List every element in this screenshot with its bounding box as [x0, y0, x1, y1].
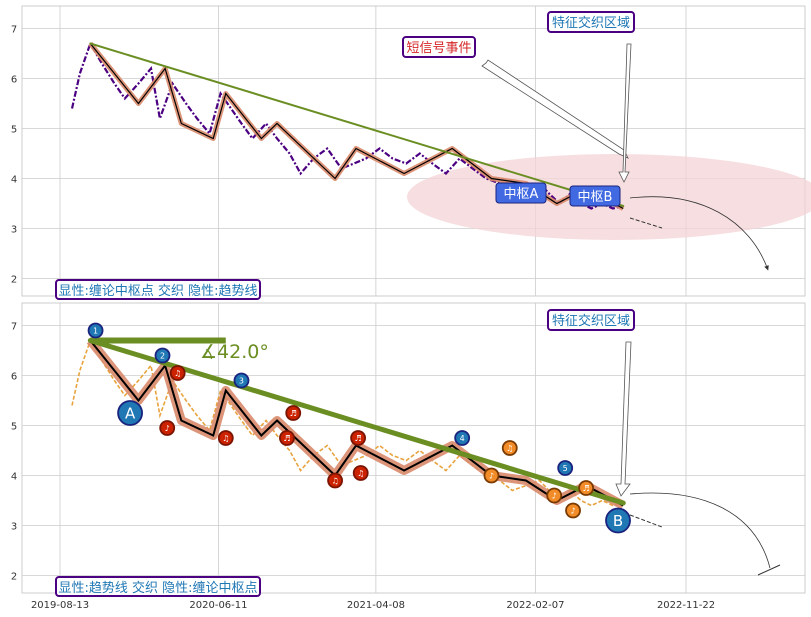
bottom-legend-text: 显性:趋势线 交织 隐性:缠论中枢点	[58, 580, 257, 596]
marker-red-8	[169, 365, 186, 381]
marker-label-5: A	[125, 404, 136, 422]
top-y-tick-3: 3	[11, 225, 17, 236]
marker-red-13	[350, 430, 366, 446]
signal-arrow	[481, 59, 629, 159]
marker-label-17: ♪	[552, 491, 557, 500]
forecast-arc-top	[629, 196, 769, 271]
forecast-arc-bottom	[629, 492, 771, 569]
marker-label-15: ♪	[489, 471, 494, 480]
top-legend-box: 显性:缠论中枢点 交织 隐性:趋势线	[55, 279, 261, 300]
dash-tail-top	[629, 217, 663, 229]
marker-label-14: ♫	[357, 469, 364, 478]
marker-label-9: ♫	[222, 434, 229, 443]
marker-red-7	[159, 420, 176, 436]
marker-num-3	[454, 430, 471, 446]
marker-label-19: ♬	[583, 484, 590, 493]
top-y-tick-6: 6	[11, 75, 17, 86]
pivot-b-label: 中枢B	[569, 185, 621, 207]
top-y-tick-7: 7	[11, 25, 17, 36]
bottom-markers: 1 2 3 4 5 A B ♪ ♫ ♫ ♬ ♬ ♫ ♬ ♫ ♪ ♫ ♪ ♪ ♬	[87, 322, 631, 534]
top-y-tick-2: 2	[11, 275, 17, 286]
marker-label-0: 1	[93, 326, 98, 335]
pivot-a-text: 中枢A	[504, 187, 539, 202]
x-tick-3: 2022-02-07	[506, 600, 564, 611]
top-y-tick-5: 5	[11, 125, 17, 136]
bottom-plot-frame	[21, 302, 806, 594]
marker-label-11: ♬	[290, 409, 297, 418]
marker-label-13: ♬	[355, 434, 362, 443]
feature-interweave-label-top: 特征交织区域	[547, 11, 635, 33]
bottom-y-tick-2: 2	[11, 572, 17, 583]
marker-label-16: ♫	[506, 444, 513, 453]
interweave-arrow-top	[618, 43, 632, 183]
marker-label-1: 2	[160, 351, 165, 360]
marker-num-0	[87, 322, 104, 339]
bottom-y-tick-3: 3	[11, 522, 17, 533]
marker-orange-19	[578, 480, 595, 496]
bottom-gridlines	[22, 303, 805, 593]
x-tick-labels: 2019-08-13 2020-06-11 2021-04-08 2022-02-07…	[31, 600, 715, 611]
marker-label-8: ♫	[174, 369, 181, 378]
marker-orange-18	[565, 502, 581, 519]
marker-label-18: ♪	[570, 506, 575, 515]
marker-label-10: ♬	[283, 434, 290, 443]
x-tick-1: 2020-06-11	[189, 600, 247, 611]
bottom-y-tick-labels: 2 3 4 5 6 7	[11, 322, 17, 583]
marker-big-6	[605, 507, 631, 534]
bottom-y-tick-6: 6	[11, 372, 17, 383]
marker-red-10	[279, 430, 295, 446]
marker-label-3: 4	[460, 434, 465, 443]
top-legend-text: 显性:缠论中枢点 交织 隐性:趋势线	[58, 283, 257, 299]
marker-orange-16	[501, 440, 518, 456]
feature-interweave-label-bottom: 特征交织区域	[547, 309, 635, 331]
marker-num-1	[154, 347, 171, 364]
marker-num-4	[557, 460, 574, 476]
bottom-y-tick-5: 5	[11, 422, 17, 433]
feature-interweave-text-top: 特征交织区域	[552, 15, 630, 31]
x-tick-2: 2021-04-08	[347, 600, 405, 611]
feature-interweave-text-bottom: 特征交织区域	[552, 313, 630, 329]
bottom-y-tick-7: 7	[11, 322, 17, 333]
top-y-tick-4: 4	[11, 175, 17, 186]
forecast-tbar	[757, 564, 781, 576]
marker-red-14	[352, 465, 369, 481]
marker-label-2: 3	[239, 376, 244, 385]
pivot-b-text: 中枢B	[578, 190, 613, 205]
top-y-tick-labels: 2 3 4 5 6 7	[11, 25, 17, 286]
marker-big-5	[117, 400, 143, 426]
top-trend-line	[89, 42, 625, 207]
x-tick-4: 2022-11-22	[657, 600, 715, 611]
short-signal-event-text: 短信号事件	[406, 41, 471, 56]
marker-red-11	[285, 405, 302, 421]
marker-label-6: B	[613, 512, 623, 530]
x-tick-0: 2019-08-13	[31, 600, 89, 611]
short-signal-event-label: 短信号事件	[402, 36, 476, 58]
marker-red-12	[327, 472, 343, 489]
interweave-arrow-bottom	[615, 341, 632, 497]
marker-label-4: 5	[563, 464, 568, 473]
marker-orange-15	[483, 467, 500, 484]
bottom-panel: 2 3 4 5 6 7 1 2 3 4 5 A B ♪ ♫ ♫ ♬ ♬ ♫ ♬ ♫ ♪ ♫ ♪ ♪ ♬ ∡42.0° 特征交织区…	[11, 302, 806, 597]
top-panel: 2 3 4 5 6 7 短信号事件 特征交织区域 中枢A 中枢B 显性:缠论中枢点 交织 …	[11, 5, 811, 300]
pivot-a-label: 中枢A	[495, 182, 547, 204]
marker-red-9	[217, 430, 234, 446]
marker-label-12: ♫	[331, 476, 338, 485]
marker-num-2	[233, 372, 250, 389]
angle-label: ∡42.0°	[200, 341, 269, 363]
marker-orange-17	[546, 487, 563, 504]
bottom-legend-box: 显性:趋势线 交织 隐性:缠论中枢点	[55, 576, 261, 597]
marker-label-7: ♪	[165, 424, 170, 433]
bottom-y-tick-4: 4	[11, 472, 17, 483]
